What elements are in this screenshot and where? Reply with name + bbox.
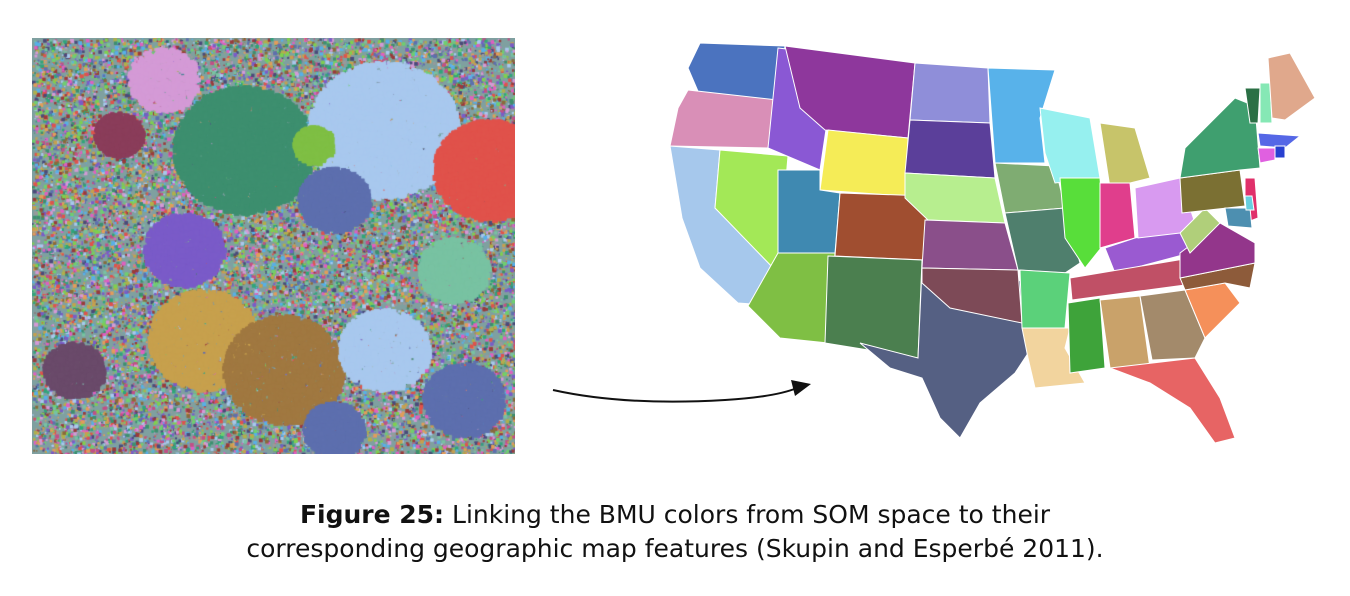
state-ms — [1067, 297, 1106, 374]
arrow — [552, 380, 811, 403]
state-wv — [1179, 207, 1221, 254]
state-mi — [1099, 122, 1151, 189]
state-nd — [909, 62, 991, 124]
som-space-image — [32, 38, 515, 454]
state-ct — [1257, 147, 1276, 164]
figure-caption: Figure 25: Linking the BMU colors from S… — [0, 498, 1350, 566]
state-me — [1267, 52, 1316, 121]
state-il — [1059, 177, 1106, 269]
state-mn — [987, 67, 1056, 164]
state-wy — [819, 129, 909, 197]
state-ks — [921, 219, 1019, 271]
state-fl — [1109, 357, 1236, 444]
state-nh — [1259, 82, 1273, 124]
state-in — [1099, 182, 1136, 249]
state-nm — [824, 255, 923, 359]
state-az — [747, 252, 836, 344]
state-de — [1244, 195, 1255, 211]
figure-label: Figure 25: — [299, 500, 445, 529]
state-or — [669, 89, 779, 149]
us-states-map — [669, 42, 1316, 444]
state-sd — [904, 119, 996, 179]
state-ar — [1019, 269, 1071, 329]
caption-line2: corresponding geographic map features (S… — [246, 534, 1104, 563]
state-ga — [1139, 289, 1206, 361]
state-vt — [1244, 87, 1261, 124]
caption-line1: Linking the BMU colors from SOM space to… — [444, 500, 1051, 529]
state-ok — [921, 267, 1023, 324]
state-ri — [1274, 145, 1286, 159]
state-ny — [1179, 97, 1261, 179]
state-md — [1224, 207, 1253, 229]
state-mo — [1004, 207, 1081, 274]
